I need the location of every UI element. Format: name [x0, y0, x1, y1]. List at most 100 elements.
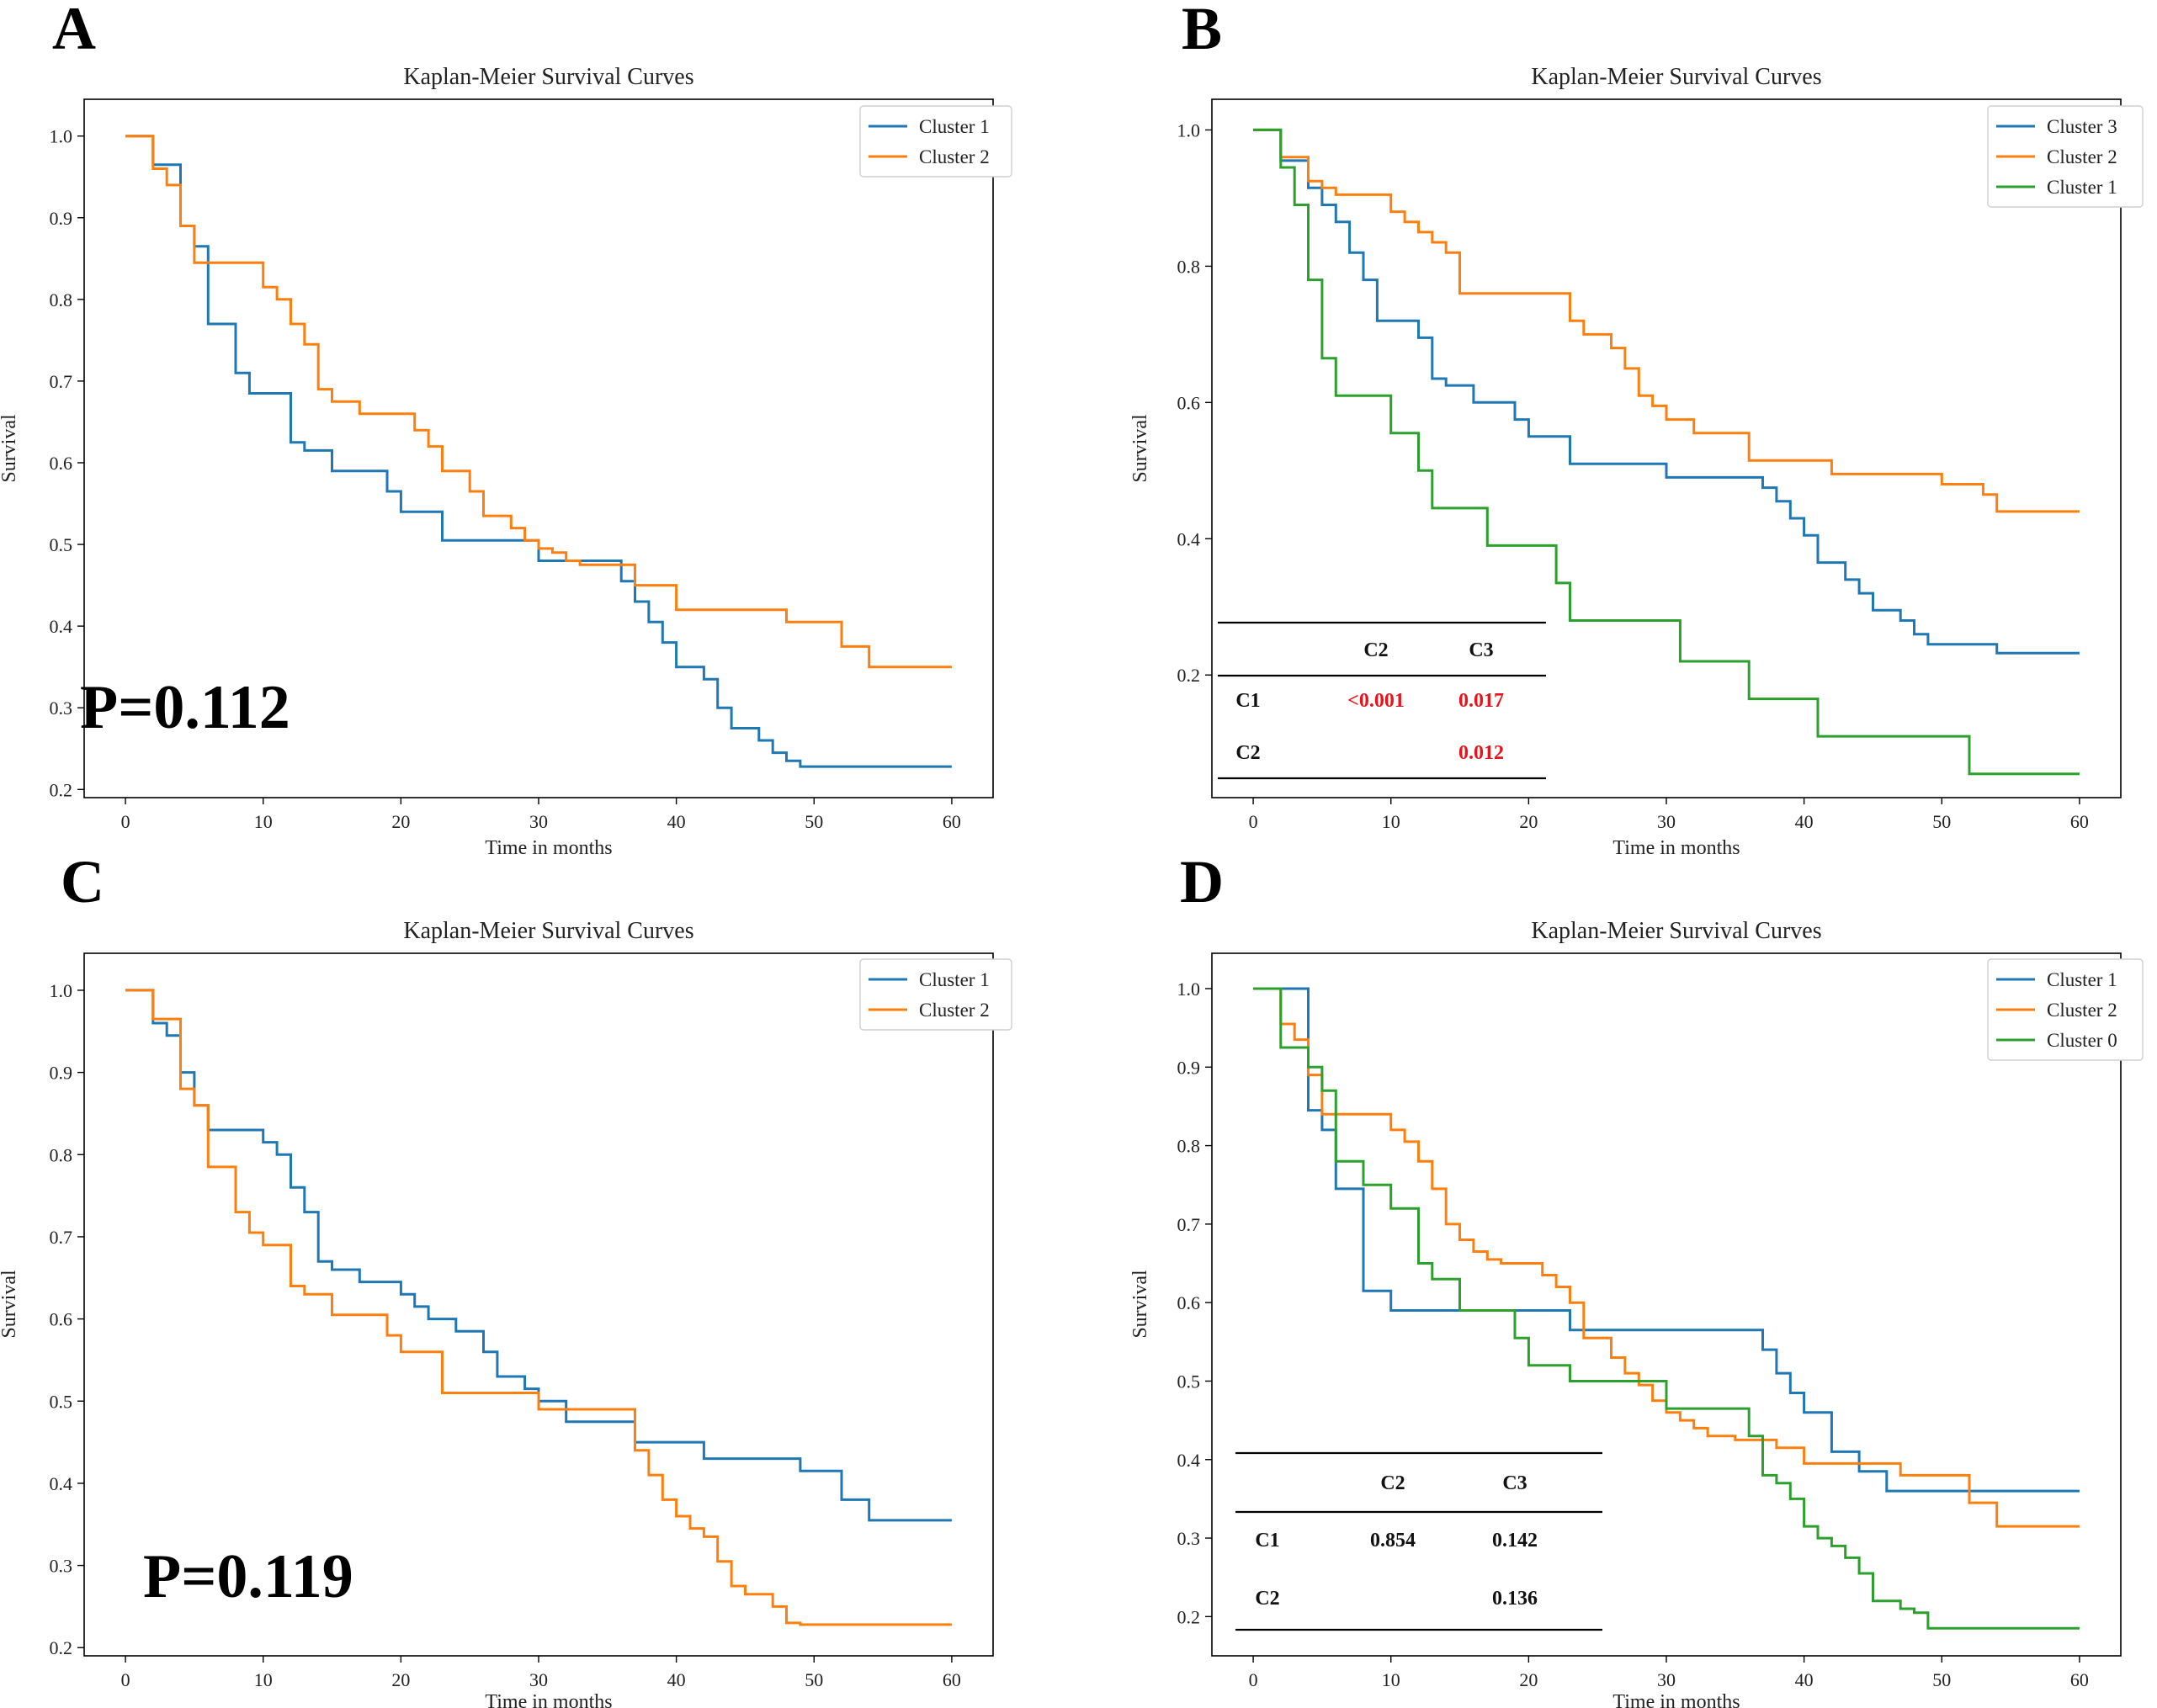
series-line-cluster-1: [1253, 987, 2080, 1493]
y-tick-label: 1.0: [1177, 119, 1201, 141]
p-value-annotation: P=0.112: [80, 673, 290, 742]
series-line-cluster-2: [125, 135, 952, 669]
y-tick-label: 0.9: [50, 1063, 73, 1084]
legend: Cluster 1 Cluster 2: [859, 958, 1012, 1031]
table-row-label: C2: [1255, 1588, 1279, 1610]
y-tick-label: 0.2: [50, 1637, 73, 1658]
x-tick-label: 30: [1657, 811, 1676, 832]
legend-box: [859, 105, 1012, 178]
chart-panel-d: D Kaplan-Meier Survival Curves 0 10 20 30 40 50…: [1129, 848, 2144, 1708]
y-tick-label: 0.4: [1177, 1450, 1201, 1471]
table-row-label: C2: [1235, 742, 1260, 764]
y-tick-label: 0.3: [50, 1556, 73, 1577]
x-tick-label: 50: [805, 1669, 823, 1690]
y-tick-label: 0.8: [1177, 256, 1201, 277]
x-tick-label: 10: [254, 811, 273, 832]
y-axis-label: Survival: [1129, 1270, 1151, 1339]
legend-label: Cluster 2: [2047, 146, 2117, 167]
chart-title: Kaplan-Meier Survival Curves: [1531, 918, 1821, 944]
legend-label: Cluster 1: [2047, 177, 2117, 198]
series-line-cluster-2: [1253, 128, 2080, 513]
x-tick-label: 60: [2070, 811, 2089, 832]
table-cell: <0.001: [1347, 690, 1405, 712]
legend-box: [1987, 105, 2144, 208]
x-axis-label: Time in months: [485, 1691, 612, 1708]
y-tick-label: 0.5: [50, 534, 73, 555]
x-tick-label: 30: [529, 811, 548, 832]
y-tick-label: 0.9: [50, 208, 73, 229]
p-value-annotation: P=0.119: [143, 1542, 353, 1611]
x-tick-label: 30: [1657, 1669, 1676, 1690]
pvalue-table: C2 C3 C1 0.854 0.142 C2 0.136: [1235, 1451, 1602, 1631]
x-tick-label: 50: [1932, 1669, 1951, 1690]
series-line-cluster-1: [1253, 128, 2080, 776]
legend-label: Cluster 2: [919, 146, 990, 167]
y-tick-label: 0.6: [50, 1309, 73, 1330]
x-tick-label: 30: [529, 1669, 548, 1690]
x-tick-label: 40: [667, 1669, 686, 1690]
table-cell: 0.012: [1458, 742, 1504, 764]
y-tick-label: 0.4: [50, 616, 73, 637]
y-tick-label: 0.5: [50, 1391, 73, 1412]
chart-panel-c: C Kaplan-Meier Survival Curves 0 10 20 30 40 50…: [0, 848, 1012, 1708]
y-tick-label: 0.7: [1177, 1214, 1201, 1235]
legend-label: Cluster 0: [2047, 1030, 2117, 1051]
legend-label: Cluster 1: [919, 969, 990, 990]
y-tick-label: 0.8: [50, 1144, 73, 1165]
y-tick-label: 0.7: [50, 1227, 73, 1248]
panel-letter: D: [1180, 848, 1224, 915]
x-tick-label: 40: [667, 811, 686, 832]
x-axis-label: Time in months: [485, 837, 612, 859]
legend-label: Cluster 2: [919, 1000, 990, 1021]
y-tick-label: 0.3: [50, 698, 73, 719]
x-tick-label: 0: [121, 1669, 130, 1690]
legend-label: Cluster 1: [2047, 969, 2117, 990]
panel-letter: A: [52, 0, 96, 62]
legend-label: Cluster 1: [919, 116, 990, 137]
legend-label: Cluster 3: [2047, 116, 2117, 137]
y-tick-label: 0.6: [1177, 1292, 1201, 1313]
y-axis-label: Survival: [0, 414, 20, 483]
y-tick-label: 0.5: [1177, 1371, 1201, 1392]
y-tick-label: 1.0: [50, 980, 73, 1001]
y-tick-label: 0.4: [50, 1473, 73, 1494]
chart-panel-b: B Kaplan-Meier Survival Curves 0 10 20 30 40 50…: [1129, 0, 2144, 859]
table-row-label: C1: [1235, 690, 1260, 712]
legend-box: [859, 958, 1012, 1031]
y-tick-label: 0.9: [1177, 1057, 1201, 1078]
x-tick-label: 60: [943, 1669, 961, 1690]
y-axis-label: Survival: [0, 1270, 20, 1339]
y-tick-label: 0.8: [1177, 1136, 1201, 1157]
table-cell: 0.854: [1370, 1530, 1416, 1552]
x-tick-label: 60: [943, 811, 961, 832]
y-tick-label: 0.2: [1177, 1606, 1201, 1627]
x-tick-label: 0: [1249, 1669, 1258, 1690]
y-tick-label: 1.0: [1177, 979, 1201, 1000]
x-tick-label: 40: [1795, 811, 1814, 832]
chart-title: Kaplan-Meier Survival Curves: [403, 918, 693, 944]
pvalue-table: C2 C3 C1 <0.001 0.017 C2 0.012: [1218, 621, 1546, 780]
y-axis-label: Survival: [1129, 414, 1151, 483]
table-header: C2: [1380, 1472, 1405, 1494]
x-tick-label: 0: [1249, 811, 1258, 832]
series-line-cluster-1: [125, 989, 952, 1522]
legend-label: Cluster 2: [2047, 1000, 2117, 1021]
series-line-cluster-0: [1253, 987, 2080, 1630]
x-axis-label: Time in months: [1612, 1691, 1740, 1708]
y-tick-label: 0.2: [1177, 665, 1201, 686]
table-header: C3: [1469, 639, 1493, 661]
x-tick-label: 20: [391, 811, 410, 832]
x-tick-label: 20: [391, 1669, 410, 1690]
legend: Cluster 1 Cluster 2 Cluster 0: [1987, 958, 2144, 1061]
x-tick-label: 10: [254, 1669, 273, 1690]
chart-title: Kaplan-Meier Survival Curves: [403, 64, 693, 90]
panel-letter: B: [1182, 0, 1222, 62]
x-tick-label: 0: [121, 811, 130, 832]
x-tick-label: 10: [1382, 811, 1400, 832]
x-tick-label: 50: [1932, 811, 1951, 832]
y-tick-label: 1.0: [50, 126, 73, 147]
x-tick-label: 10: [1382, 1669, 1400, 1690]
table-cell: 0.017: [1458, 690, 1504, 712]
x-tick-label: 60: [2070, 1669, 2089, 1690]
y-tick-label: 0.7: [50, 371, 73, 392]
